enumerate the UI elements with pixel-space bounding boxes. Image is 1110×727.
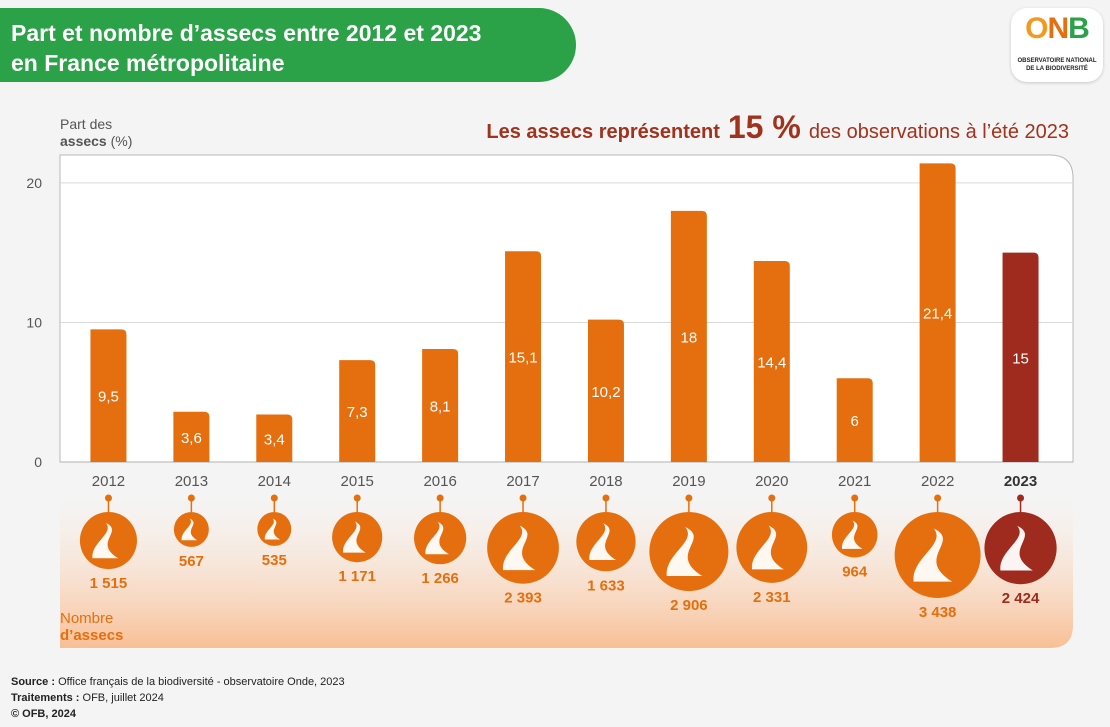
x-tick-label-2022: 2022 [921,473,954,490]
count-label-2023: 2 424 [1002,590,1040,607]
bar-value-label-2017: 15,1 [508,350,537,367]
bar-value-label-2023: 15 [1012,350,1029,367]
logo-text-line-1: OBSERVATOIRE NATIONAL [1017,58,1097,64]
dry-river-icon [181,518,198,541]
dry-river-icon [589,523,617,561]
bar-2013 [173,411,210,462]
count-label-2017: 2 393 [504,590,542,607]
count-label-2018: 1 633 [587,577,625,594]
dry-river-icon [264,518,281,540]
logo-mark: ONB [1025,12,1090,45]
dry-river-icon [425,521,450,555]
bar-value-label-2016: 8,1 [430,398,451,415]
footer: Source : Office français de la biodivers… [11,674,345,722]
bar-2022 [919,163,956,462]
count-bubble-2022 [894,512,981,598]
count-label-2016: 1 266 [421,570,459,587]
dry-river-icon [502,525,536,571]
bar-2019 [670,210,707,462]
chart-title-line-2: en France métropolitaine [11,50,285,76]
dry-river-icon [751,525,784,570]
plot-frame [59,154,1074,463]
count-label-2012: 1 515 [90,575,128,592]
bar-value-label-2018: 10,2 [591,384,620,401]
dry-river-icon [1000,525,1033,571]
bar-value-label-2013: 3,6 [181,430,202,447]
x-tick-label-2015: 2015 [341,473,374,490]
y-tick-label-10: 10 [26,314,42,330]
count-bubble-2015 [332,512,383,563]
count-label-2019: 2 906 [670,597,708,614]
bar-2018 [587,319,624,462]
dry-river-icon [666,527,703,577]
counts-band [60,495,1073,648]
bar-value-label-2022: 21,4 [923,306,952,323]
headline: Les assecs représentent 15 % des observati… [486,109,1069,145]
count-bubble-2014 [257,512,292,546]
count-bubble-2023 [984,512,1057,585]
bar-2014 [256,414,293,462]
count-label-2022: 3 438 [919,604,957,621]
count-label-2015: 1 171 [338,568,376,585]
bars: 9,5 3,6 3,4 7,3 8,1 15,1 10,2 18 14,4 6 21,4 15 [90,163,1039,462]
count-bubble-2018 [576,512,636,572]
counts-row: 1 515 567 535 1 171 1 266 2 393 1 633 2 906 2 33… [79,494,1057,621]
count-bubble-2021 [831,512,878,558]
count-label-2014: 535 [262,552,287,569]
y-tick-label-20: 20 [26,175,42,191]
onb-logo: ONB OBSERVATOIRE NATIONAL DE LA BIODIVER… [1011,8,1103,82]
x-tick-label-2018: 2018 [589,473,622,490]
y-axis-label-line-1: Part des [60,116,112,132]
title-banner: Part et nombre d’assecs entre 2012 et 20… [0,8,576,82]
bar-2015 [339,360,376,462]
chart-title-line-1: Part et nombre d’assecs entre 2012 et 20… [11,20,482,46]
counts-label-line-1: Nombre [60,610,113,627]
treatment-line: Traitements : OFB, juillet 2024 [11,692,164,704]
dry-river-icon [913,528,953,582]
count-bubble-2020 [736,512,808,583]
dry-river-icon [841,520,863,549]
y-axis-label-line-2: assecs (%) [60,133,132,149]
count-label-2020: 2 331 [753,589,791,606]
count-bubble-2017 [487,512,559,584]
x-tick-label-2023: 2023 [1004,473,1037,490]
count-bubble-2019 [649,512,729,592]
x-tick-label-2016: 2016 [423,473,456,490]
count-bubble-2013 [173,512,209,547]
bar-value-label-2019: 18 [681,329,698,346]
bar-value-label-2015: 7,3 [347,404,368,421]
y-tick-label-0: 0 [34,454,42,470]
grid-lines [60,182,1073,463]
dry-river-icon [92,522,119,559]
bar-value-label-2014: 3,4 [264,431,285,448]
bar-2021 [836,378,873,462]
x-tick-label-2017: 2017 [506,473,539,490]
bar-2023 [1002,252,1039,462]
x-tick-label-2019: 2019 [672,473,705,490]
copyright-line: © OFB, 2024 [11,708,76,720]
count-bubble-2016 [414,512,467,565]
x-tick-label-2020: 2020 [755,473,788,490]
count-label-2021: 964 [842,564,868,581]
source-line: Source : Office français de la biodivers… [11,676,345,688]
x-tick-label-2012: 2012 [92,473,125,490]
bar-2016 [422,348,459,462]
logo-text-line-2: DE LA BIODIVERSITÉ [1026,66,1088,72]
bar-value-label-2012: 9,5 [98,389,119,406]
dry-river-icon [343,521,366,553]
x-axis-ticks: 2012 2013 2014 2015 2016 2017 2018 2019 2020 2021… [92,473,1037,490]
count-label-2013: 567 [179,553,204,570]
x-tick-label-2021: 2021 [838,473,871,490]
counts-label-line-2: d’assecs [60,627,123,644]
y-axis-ticks: 0 10 20 [26,175,42,470]
x-tick-label-2014: 2014 [258,473,291,490]
bar-2017 [505,251,542,462]
bar-value-label-2020: 14,4 [757,355,786,372]
x-tick-label-2013: 2013 [175,473,208,490]
bar-value-label-2021: 6 [851,413,859,430]
count-bubble-2012 [79,511,138,570]
bar-2012 [90,329,127,462]
bar-2020 [753,261,790,462]
